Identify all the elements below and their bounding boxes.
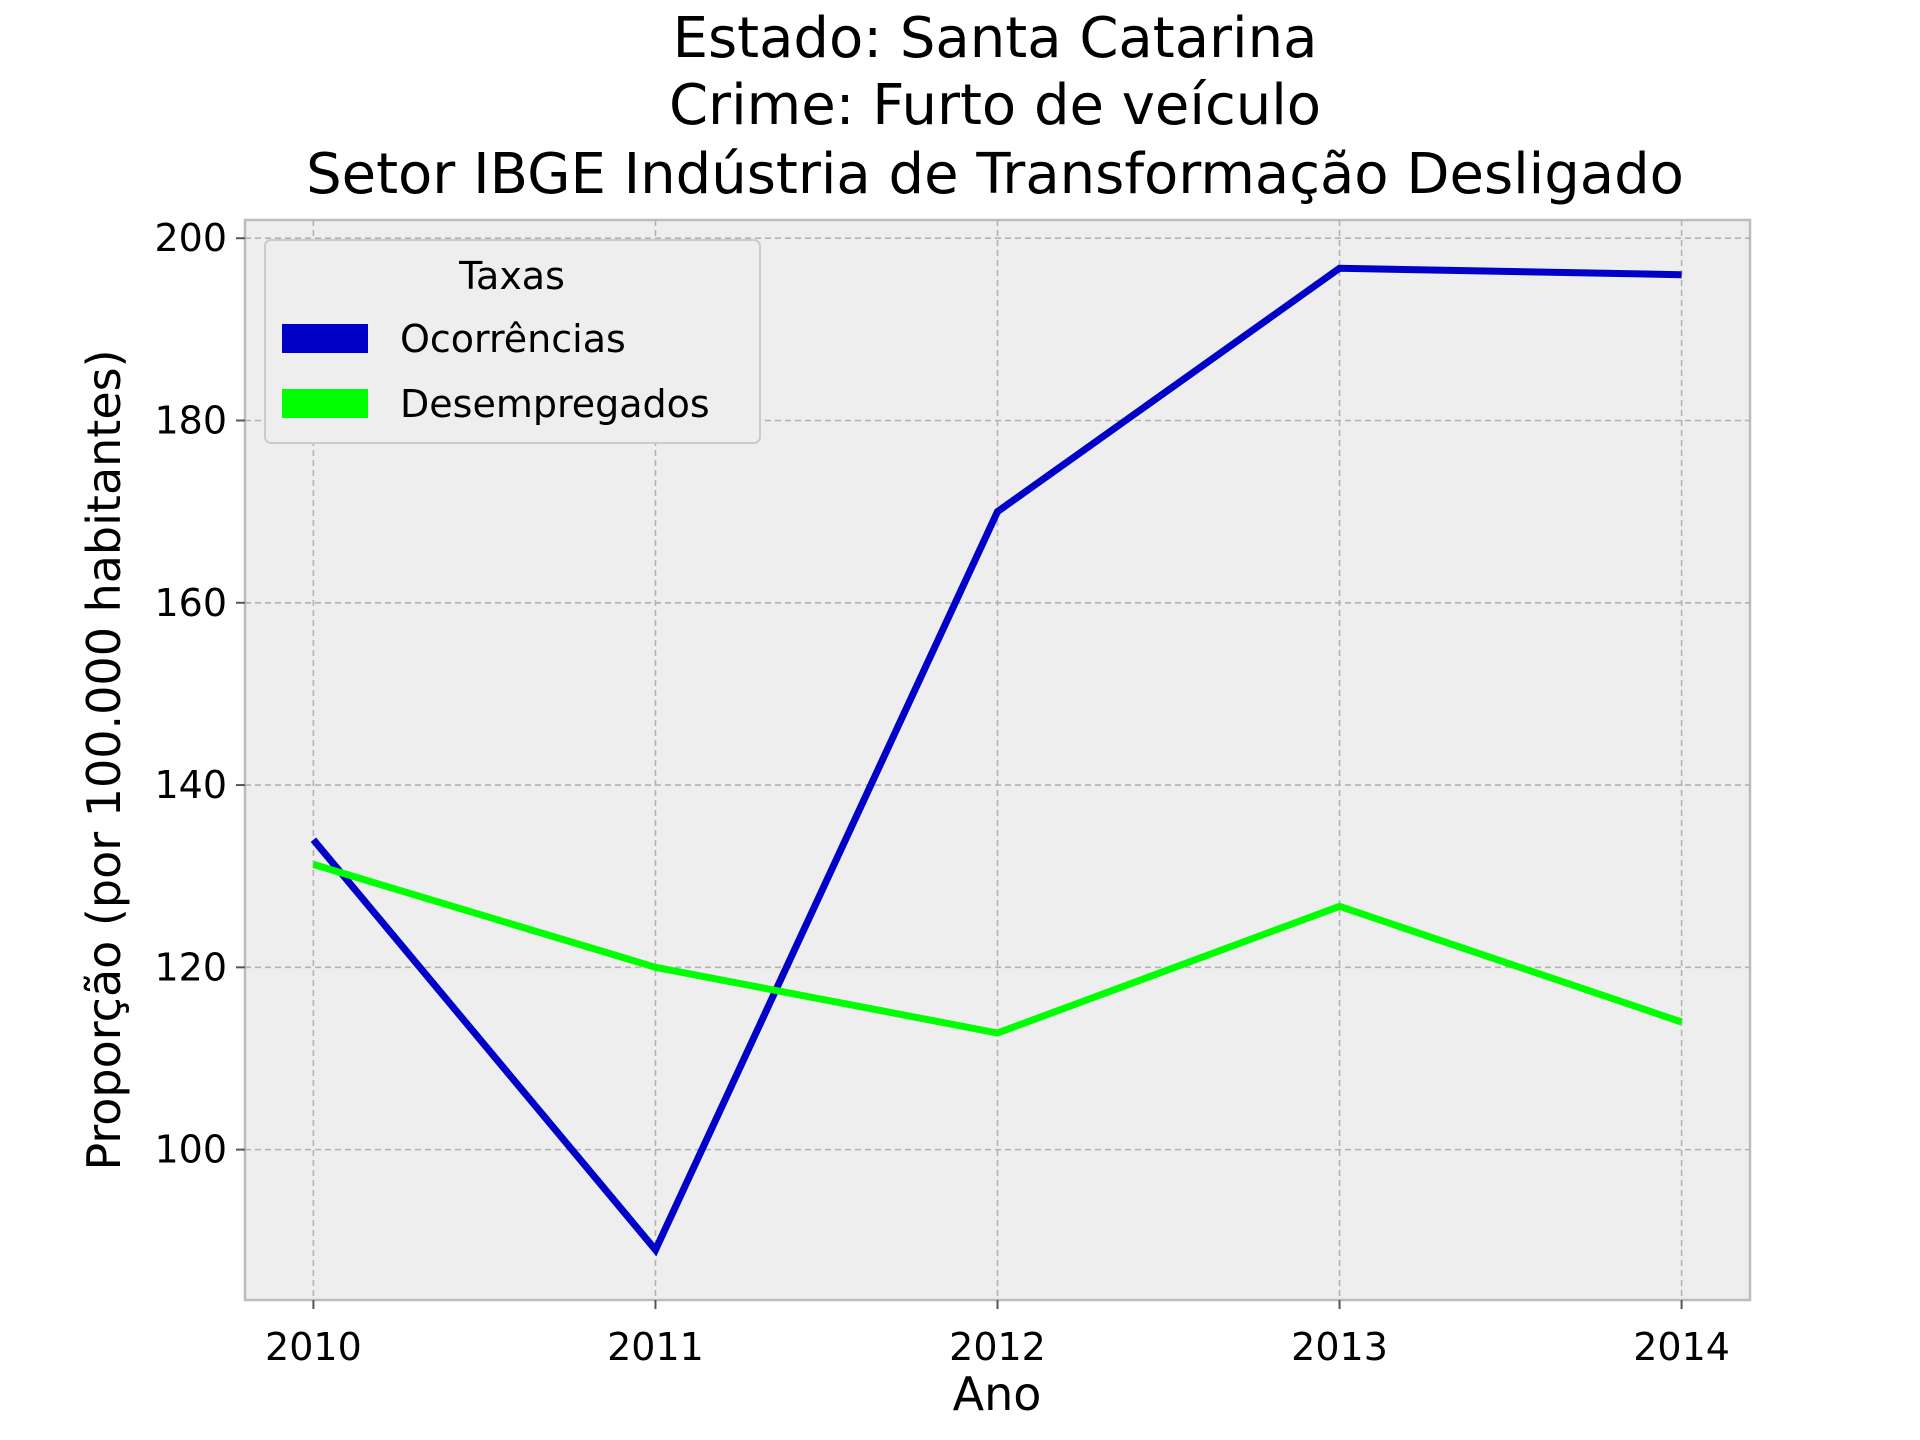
y-tick-label: 100 xyxy=(154,1128,227,1172)
y-tick-label: 140 xyxy=(154,763,227,807)
x-tick-label: 2014 xyxy=(1633,1325,1730,1369)
chart-title-line-2: Crime: Furto de veículo xyxy=(669,73,1321,138)
series-layer xyxy=(310,264,1683,1257)
x-tick-label: 2010 xyxy=(265,1325,362,1369)
y-tick-label: 120 xyxy=(154,945,227,989)
x-tick-label: 2011 xyxy=(607,1325,704,1369)
legend-title: Taxas xyxy=(458,254,565,298)
chart-title-line-3: Setor IBGE Indústria de Transformação De… xyxy=(306,142,1684,207)
series-line-ocorrencias xyxy=(310,264,1682,1257)
y-tick-label: 200 xyxy=(154,216,227,260)
y-tick-label: 180 xyxy=(154,399,227,443)
legend-box xyxy=(264,239,761,444)
x-tick-label: 2013 xyxy=(1291,1325,1388,1369)
legend-label-desempregados: Desempregados xyxy=(400,382,710,426)
x-tick-label: 2012 xyxy=(949,1325,1046,1369)
x-axis-label: Ano xyxy=(953,1367,1042,1421)
legend-swatch-ocorrencias xyxy=(282,324,368,353)
legend: Taxas Ocorrências Desempregados xyxy=(264,239,761,444)
legend-swatch-desempregados xyxy=(282,389,368,418)
y-axis-label: Proporção (por 100.000 habitantes) xyxy=(77,349,131,1170)
legend-label-ocorrencias: Ocorrências xyxy=(400,317,626,361)
y-tick-label: 160 xyxy=(154,581,227,625)
series-line-desempregados xyxy=(312,861,1683,1037)
x-axis-ticks: 2010 2011 2012 2013 2014 xyxy=(265,1300,1730,1369)
chart-title-line-1: Estado: Santa Catarina xyxy=(673,6,1318,71)
y-axis-ticks: 100 120 140 160 180 200 xyxy=(154,216,245,1172)
